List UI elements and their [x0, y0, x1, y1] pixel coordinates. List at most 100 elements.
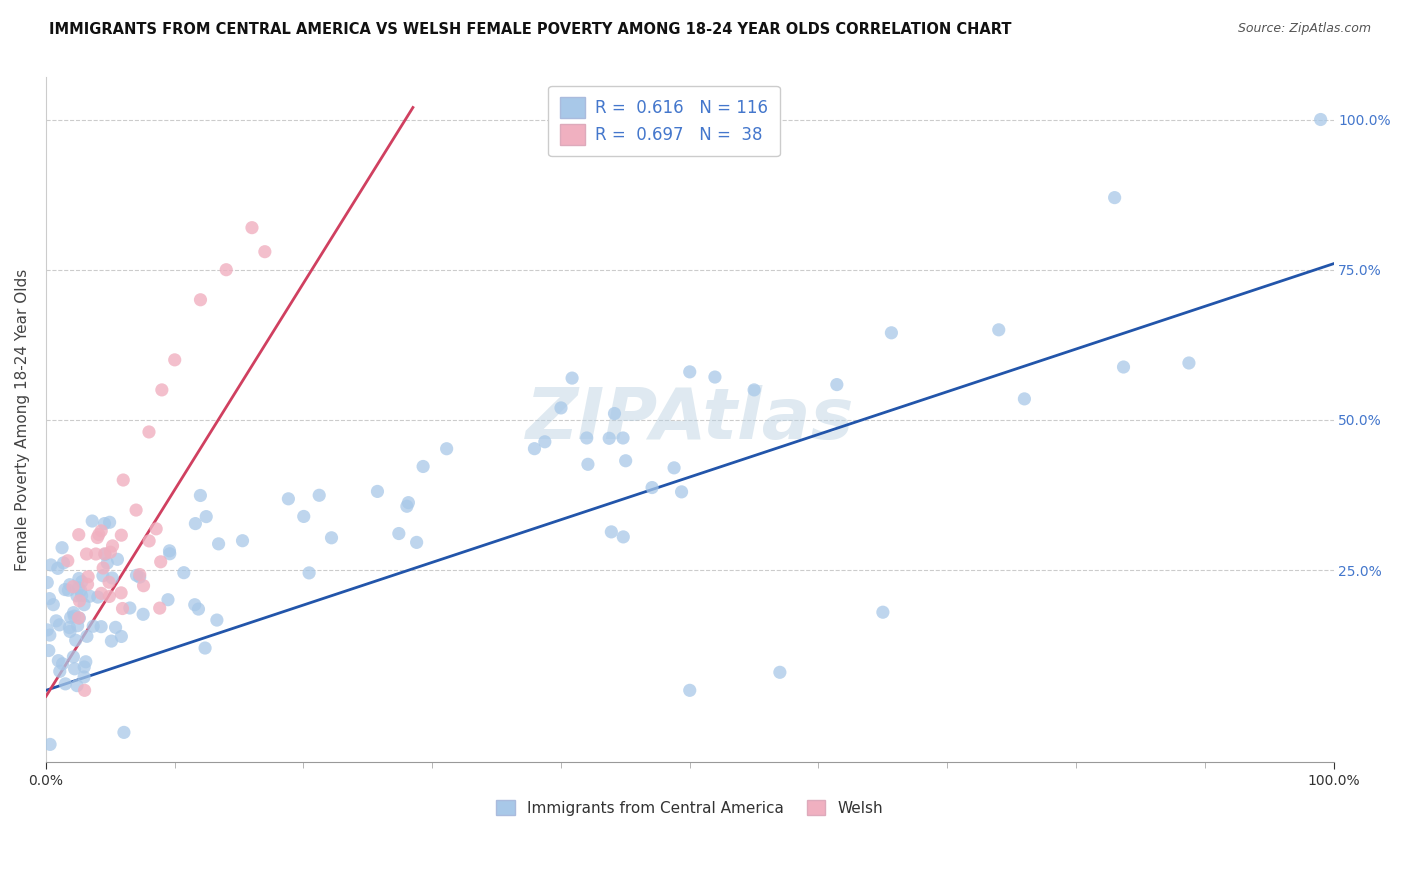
Point: [76, 547, 98, 561]
Point: [600, 524, 623, 539]
Point: [880, 326, 903, 340]
Point: [98, 516, 121, 530]
Point: [110, 630, 132, 644]
Point: [42, 598, 65, 612]
Point: [872, 605, 894, 619]
Point: [65, 633, 87, 648]
Legend: Immigrants from Central America, Welsh: Immigrants from Central America, Welsh: [489, 792, 890, 823]
Point: [125, 568, 148, 582]
Point: [396, 495, 419, 509]
Point: [70, 589, 93, 603]
Point: [149, 601, 172, 615]
Point: [67, 572, 90, 586]
Point: [184, 598, 207, 612]
Point: [76, 629, 98, 643]
Point: [98, 545, 121, 559]
Point: [1104, 191, 1126, 205]
Point: [603, 407, 626, 421]
Point: [45, 614, 67, 628]
Point: [614, 454, 637, 468]
Point: [298, 566, 321, 580]
Point: [112, 725, 135, 739]
Point: [215, 262, 238, 277]
Point: [59, 610, 82, 624]
Point: [550, 401, 572, 415]
Point: [662, 460, 685, 475]
Point: [46, 654, 69, 668]
Point: [48, 618, 70, 632]
Point: [523, 442, 546, 456]
Point: [87, 590, 110, 604]
Point: [90, 620, 112, 634]
Point: [388, 526, 411, 541]
Point: [77, 570, 100, 584]
Point: [575, 431, 598, 445]
Point: [37, 623, 59, 637]
Text: Source: ZipAtlas.com: Source: ZipAtlas.com: [1237, 22, 1371, 36]
Point: [82, 514, 104, 528]
Point: [62, 606, 84, 620]
Point: [231, 533, 253, 548]
Point: [150, 383, 173, 397]
Point: [69, 594, 91, 608]
Point: [240, 220, 263, 235]
Point: [1112, 359, 1135, 374]
Point: [118, 601, 141, 615]
Point: [84, 547, 107, 561]
Point: [769, 665, 792, 680]
Point: [76, 577, 98, 591]
Point: [987, 323, 1010, 337]
Point: [96, 556, 118, 570]
Point: [190, 488, 212, 502]
Point: [53, 582, 76, 597]
Point: [742, 383, 765, 397]
Point: [1014, 392, 1036, 406]
Point: [1309, 112, 1331, 127]
Point: [101, 539, 124, 553]
Point: [110, 586, 132, 600]
Point: [66, 589, 89, 603]
Point: [98, 575, 121, 590]
Point: [100, 634, 122, 648]
Point: [187, 602, 209, 616]
Y-axis label: Female Poverty Among 18-24 Year Olds: Female Poverty Among 18-24 Year Olds: [15, 268, 30, 571]
Point: [125, 503, 148, 517]
Point: [59, 624, 82, 639]
Point: [91, 561, 114, 575]
Point: [194, 640, 217, 655]
Point: [63, 662, 86, 676]
Point: [37, 575, 59, 590]
Point: [612, 530, 634, 544]
Point: [58, 621, 80, 635]
Point: [156, 592, 179, 607]
Point: [90, 586, 112, 600]
Point: [75, 655, 97, 669]
Point: [159, 544, 181, 558]
Point: [73, 683, 96, 698]
Point: [67, 611, 90, 625]
Point: [49, 665, 72, 679]
Point: [38, 591, 60, 606]
Point: [405, 535, 427, 549]
Point: [39, 738, 62, 752]
Point: [277, 491, 299, 506]
Point: [70, 574, 93, 589]
Point: [128, 567, 150, 582]
Point: [58, 583, 80, 598]
Point: [561, 371, 583, 385]
Point: [90, 524, 112, 538]
Point: [79, 589, 101, 603]
Point: [94, 548, 117, 562]
Point: [38, 643, 60, 657]
Point: [195, 509, 218, 524]
Point: [159, 547, 181, 561]
Point: [73, 670, 96, 684]
Point: [138, 533, 160, 548]
Point: [67, 581, 90, 595]
Point: [46, 561, 69, 575]
Point: [679, 365, 702, 379]
Point: [321, 531, 343, 545]
Point: [66, 679, 89, 693]
Point: [59, 577, 82, 591]
Point: [91, 568, 114, 582]
